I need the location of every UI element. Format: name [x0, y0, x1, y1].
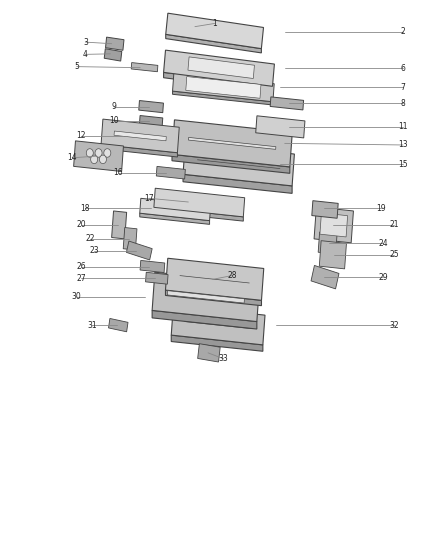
Text: 18: 18 — [81, 204, 90, 213]
Polygon shape — [173, 73, 274, 102]
Circle shape — [104, 149, 111, 157]
Text: 28: 28 — [227, 271, 237, 280]
Polygon shape — [139, 101, 163, 112]
Polygon shape — [186, 77, 261, 98]
Text: 29: 29 — [378, 273, 388, 281]
Text: 4: 4 — [83, 50, 88, 59]
Polygon shape — [152, 310, 257, 329]
Polygon shape — [318, 232, 337, 254]
Text: 12: 12 — [76, 132, 86, 140]
Polygon shape — [198, 344, 220, 362]
Polygon shape — [311, 265, 339, 289]
Text: 6: 6 — [400, 64, 406, 72]
Polygon shape — [319, 241, 346, 269]
Polygon shape — [163, 72, 272, 92]
Polygon shape — [123, 228, 137, 250]
Text: 19: 19 — [376, 204, 386, 213]
Text: 27: 27 — [76, 274, 86, 282]
Polygon shape — [270, 97, 304, 110]
Polygon shape — [154, 207, 244, 221]
Polygon shape — [101, 144, 177, 157]
Polygon shape — [183, 174, 292, 193]
Text: 3: 3 — [83, 38, 88, 46]
Polygon shape — [183, 142, 294, 186]
Text: 15: 15 — [398, 160, 408, 168]
Circle shape — [99, 155, 106, 164]
Text: 8: 8 — [401, 99, 405, 108]
Circle shape — [86, 149, 93, 157]
Polygon shape — [109, 318, 128, 332]
Polygon shape — [184, 321, 252, 329]
Text: 24: 24 — [378, 239, 388, 247]
Polygon shape — [106, 37, 124, 50]
Polygon shape — [188, 138, 276, 149]
Polygon shape — [188, 57, 254, 78]
Polygon shape — [140, 198, 211, 221]
Polygon shape — [104, 49, 122, 61]
Polygon shape — [127, 241, 152, 260]
Text: 33: 33 — [219, 354, 228, 363]
Polygon shape — [154, 188, 245, 217]
Polygon shape — [156, 166, 185, 179]
Polygon shape — [163, 50, 275, 86]
Polygon shape — [166, 290, 261, 305]
Text: 11: 11 — [398, 123, 408, 131]
Polygon shape — [114, 131, 166, 141]
Text: 1: 1 — [212, 19, 217, 28]
Polygon shape — [166, 13, 264, 49]
Polygon shape — [145, 272, 168, 284]
Text: 16: 16 — [113, 168, 123, 177]
Text: 10: 10 — [109, 117, 119, 125]
Polygon shape — [312, 201, 338, 218]
Text: 30: 30 — [72, 293, 81, 301]
Text: 13: 13 — [398, 141, 408, 149]
Text: 23: 23 — [89, 246, 99, 255]
Text: 26: 26 — [76, 262, 86, 271]
Polygon shape — [314, 207, 353, 243]
Text: 20: 20 — [76, 221, 86, 229]
Polygon shape — [152, 272, 260, 321]
Polygon shape — [140, 213, 209, 224]
Polygon shape — [167, 290, 244, 303]
Polygon shape — [112, 211, 127, 239]
Polygon shape — [74, 141, 124, 172]
Circle shape — [91, 155, 98, 164]
Text: 31: 31 — [87, 321, 97, 329]
Polygon shape — [320, 213, 348, 237]
Text: 2: 2 — [401, 28, 405, 36]
Polygon shape — [131, 62, 158, 72]
Polygon shape — [180, 276, 250, 283]
Polygon shape — [101, 119, 179, 153]
Polygon shape — [173, 91, 273, 105]
Polygon shape — [171, 335, 263, 351]
Text: 14: 14 — [67, 154, 77, 162]
Polygon shape — [166, 259, 264, 300]
Circle shape — [95, 149, 102, 157]
Polygon shape — [172, 155, 290, 173]
Text: 25: 25 — [389, 251, 399, 259]
Polygon shape — [140, 261, 165, 272]
Text: 9: 9 — [111, 102, 117, 111]
Text: 22: 22 — [85, 235, 95, 243]
Text: 5: 5 — [74, 62, 79, 71]
Text: 7: 7 — [400, 83, 406, 92]
Polygon shape — [197, 160, 280, 168]
Polygon shape — [166, 34, 261, 53]
Text: 32: 32 — [389, 321, 399, 329]
Polygon shape — [139, 116, 163, 126]
Polygon shape — [172, 120, 292, 167]
Text: 17: 17 — [144, 194, 154, 203]
Text: 21: 21 — [389, 221, 399, 229]
Polygon shape — [256, 116, 305, 138]
Polygon shape — [171, 305, 265, 345]
